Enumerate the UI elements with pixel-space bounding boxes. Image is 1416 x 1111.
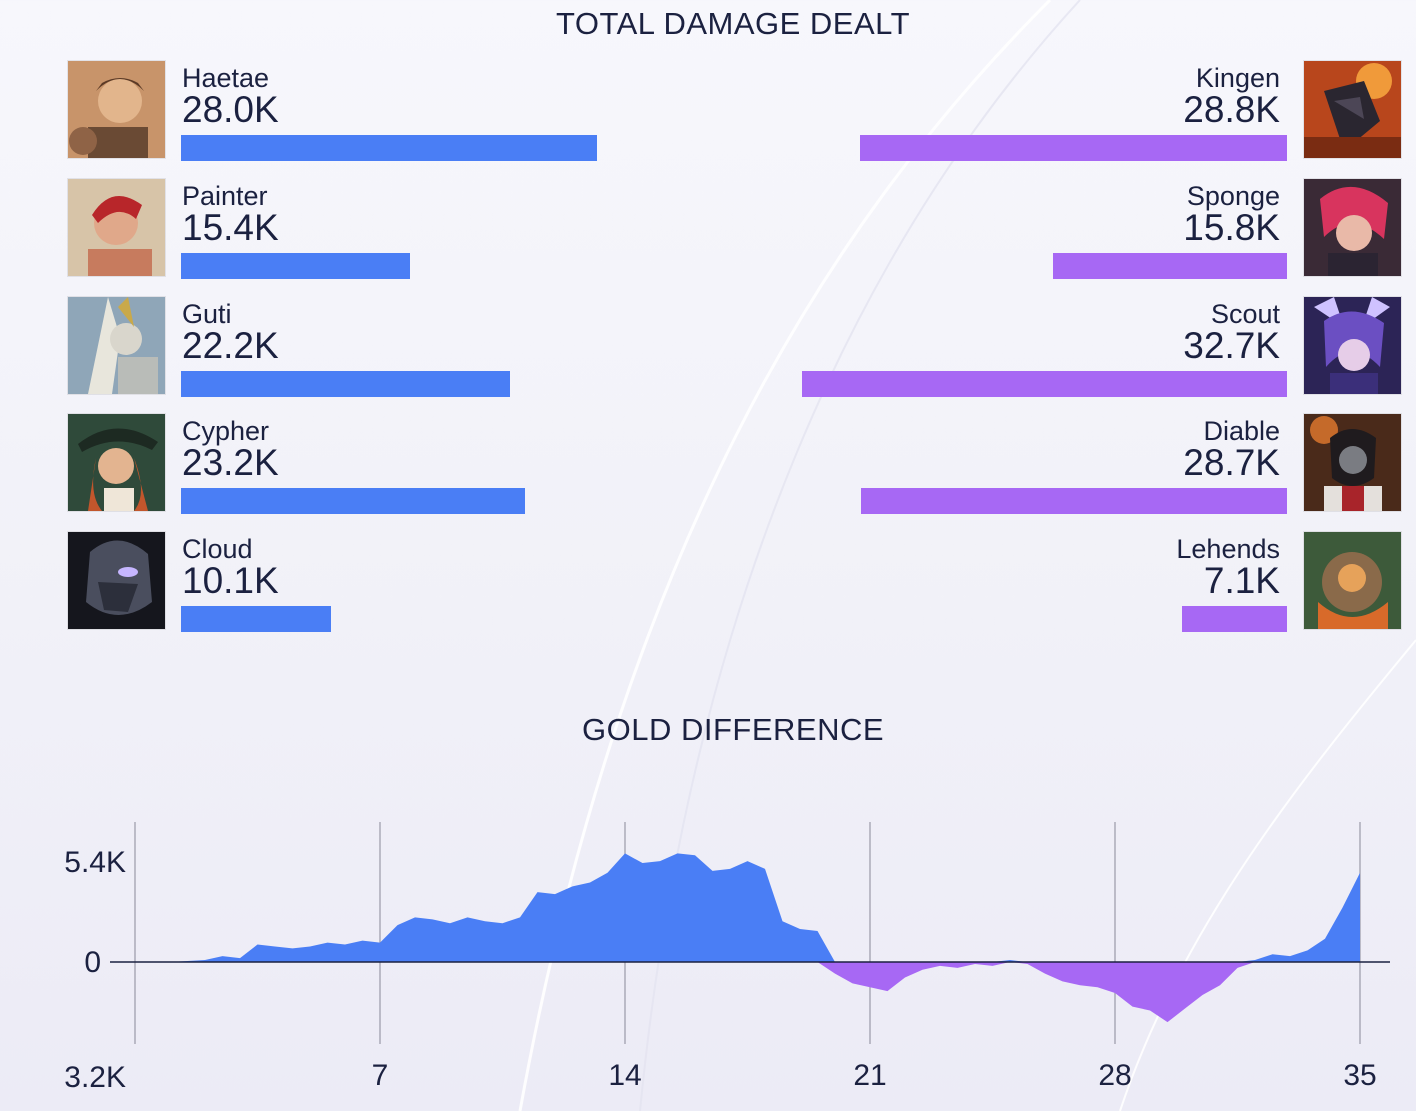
player-damage-value: 15.4K <box>182 207 279 248</box>
gold-area-purple <box>135 962 1360 1023</box>
player-name: Cloud <box>182 534 253 564</box>
damage-bar <box>181 135 597 161</box>
champion-portrait <box>68 414 165 511</box>
player-row-purple: Scout 32.7K <box>0 297 1416 397</box>
player-row-purple: Diable 28.7K <box>0 414 1416 514</box>
champion-portrait <box>1304 297 1401 394</box>
player-name: Sponge <box>1186 181 1280 211</box>
damage-bar <box>801 371 1287 397</box>
damage-bar <box>1052 253 1287 279</box>
player-damage-value: 10.1K <box>182 560 279 601</box>
y-tick-label: 0 <box>84 946 101 979</box>
champion-portrait <box>68 179 165 276</box>
player-name: Diable <box>1203 416 1280 446</box>
damage-title: TOTAL DAMAGE DEALT <box>555 6 911 41</box>
player-damage-value: 15.8K <box>1183 207 1280 248</box>
player-name: Scout <box>1210 299 1280 329</box>
champion-portrait <box>68 61 165 158</box>
player-damage-value: 32.7K <box>1183 325 1280 366</box>
champion-portrait <box>1304 532 1401 629</box>
champion-portrait <box>1304 61 1401 158</box>
champion-portrait <box>68 532 165 629</box>
x-tick-label: 7 <box>372 1059 389 1092</box>
player-damage-value: 28.7K <box>1183 442 1280 483</box>
gold-area-blue <box>135 853 1360 962</box>
player-damage-value: 28.8K <box>1183 89 1280 130</box>
x-tick-label: 35 <box>1343 1059 1376 1092</box>
player-damage-value: 7.1K <box>1203 560 1280 601</box>
player-name: Guti <box>182 299 232 329</box>
champion-portrait <box>68 297 165 394</box>
damage-bar <box>181 371 511 397</box>
damage-bar <box>181 253 410 279</box>
damage-bar <box>859 135 1287 161</box>
x-tick-label: 21 <box>853 1059 886 1092</box>
player-name: Lehends <box>1176 534 1280 564</box>
gold-difference-chart: 7 14 21 28 35 5.4K 0 3.2K <box>64 822 1390 1094</box>
player-name: Haetae <box>182 63 270 93</box>
player-row-purple: Lehends 7.1K <box>0 532 1416 632</box>
player-name: Kingen <box>1195 63 1280 93</box>
x-tick-label: 14 <box>608 1059 641 1092</box>
x-tick-label: 28 <box>1098 1059 1131 1092</box>
player-damage-value: 22.2K <box>182 325 279 366</box>
champion-portrait <box>1304 414 1401 511</box>
player-name: Painter <box>182 181 268 211</box>
player-damage-value: 23.2K <box>182 442 279 483</box>
gold-title: GOLD DIFFERENCE <box>581 712 885 747</box>
y-tick-label: 3.2K <box>64 1061 126 1094</box>
player-damage-value: 28.0K <box>182 89 279 130</box>
player-name: Cypher <box>182 416 270 446</box>
damage-bar <box>181 488 526 514</box>
player-row-purple: Sponge 15.8K <box>0 179 1416 279</box>
damage-bar <box>181 606 331 632</box>
champion-portrait <box>1304 179 1401 276</box>
damage-bar <box>1181 606 1287 632</box>
player-row-purple: Kingen 28.8K <box>0 61 1416 161</box>
y-tick-label: 5.4K <box>64 846 126 879</box>
damage-bar <box>861 488 1287 514</box>
